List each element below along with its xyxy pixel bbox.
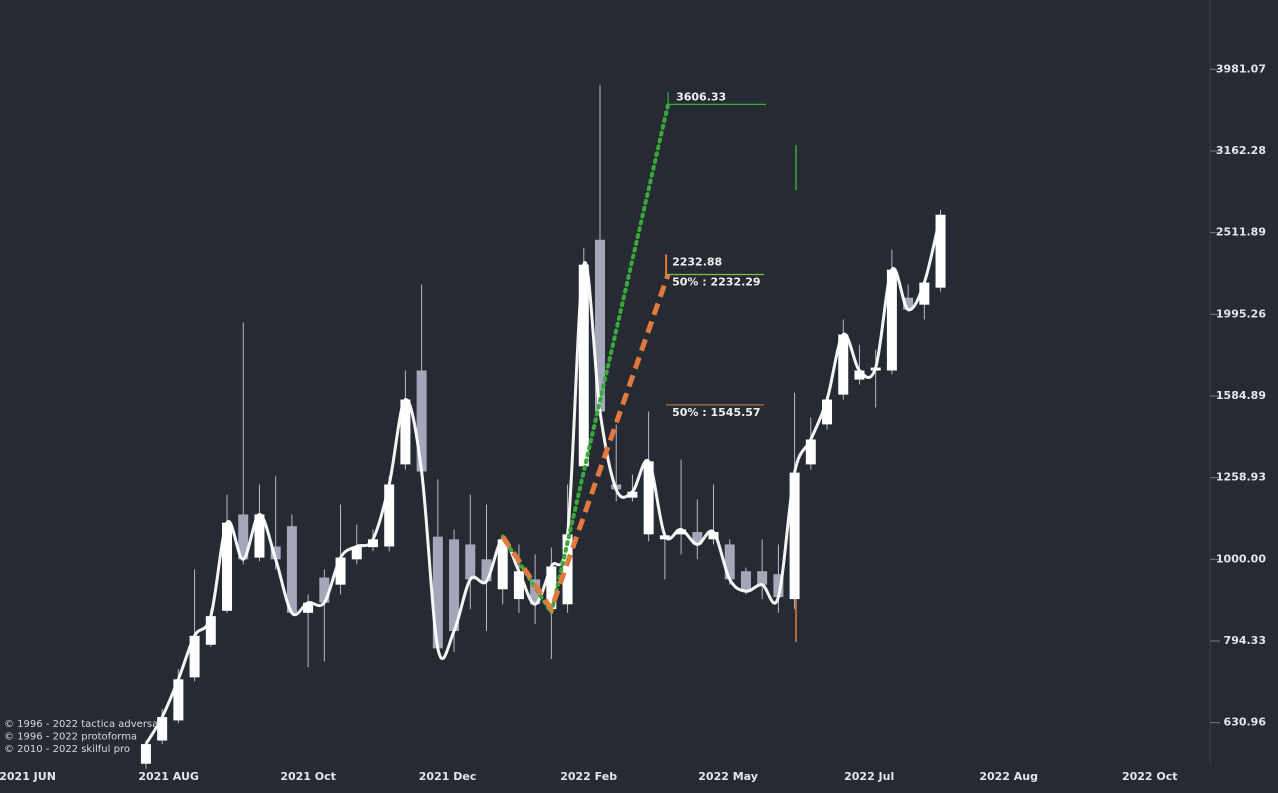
x-tick-label: 2022 May [698,770,758,783]
candle-body [286,526,297,613]
candle-body [643,461,654,535]
candle-body [335,557,346,585]
candle-body [319,577,330,603]
candle-body [140,744,151,764]
candle-body [303,602,314,613]
y-tick-label: 1995.26 [1216,307,1266,320]
candle-body [692,532,703,545]
x-tick-label: 2021 Dec [419,770,477,783]
candle-body [854,370,865,380]
candle-body [270,546,281,560]
x-tick-label: 2022 Aug [979,770,1038,783]
candle-body [530,579,541,605]
candle-body [351,546,362,560]
y-tick-label: 1584.89 [1216,389,1266,402]
copyright-note: © 2010 - 2022 skilful pro [4,744,130,755]
candle-body [708,532,719,540]
candle-body [173,679,184,721]
candle-body [546,566,557,610]
y-tick-label: 3981.07 [1216,62,1266,75]
candle-body [805,439,816,465]
candle-body [384,484,395,547]
candle-body [416,370,427,472]
candle-body [562,534,573,605]
candle-body [676,529,687,535]
candle-body [254,514,265,558]
x-tick-label: 2021 AUG [138,770,199,783]
y-tick-label: 794.33 [1224,634,1266,647]
candle-body [886,269,897,371]
candle-body [757,571,768,585]
x-tick-label: 2022 Jul [844,770,894,783]
x-tick-label: 2022 Oct [1122,770,1178,783]
candle-body [400,399,411,465]
candle-body [903,297,914,310]
y-tick-label: 1000.00 [1216,552,1266,565]
level-value: 3606.33 [676,90,726,103]
candle-body [205,616,216,645]
candle-body [935,214,946,288]
close-line [144,214,942,745]
y-tick-label: 2511.89 [1216,226,1266,239]
projection [500,273,671,615]
x-tick-label: 2022 Feb [560,770,617,783]
candle-body [481,559,492,582]
candle-body [919,282,930,305]
y-tick-label: 1258.93 [1216,471,1266,484]
level-value: 2232.88 [672,255,722,268]
candle-body [465,544,476,580]
candle-body [773,574,784,598]
candle-body [595,239,605,412]
candle-body [724,544,735,580]
candle-body [627,491,638,498]
candle-body [822,399,833,425]
copyright-note: © 1996 - 2022 protoforma [4,732,137,743]
candle-body [789,472,800,600]
copyright-note: © 1996 - 2022 tactica adversa [4,719,158,730]
x-tick-label: 2021 JUN [0,770,56,783]
candle-body [222,522,233,611]
candle-body [157,717,168,741]
candle-body [449,539,460,632]
candle-body [432,536,443,649]
candle-body [740,571,751,592]
y-tick-label: 3162.28 [1216,144,1266,157]
candle-body [189,635,200,678]
level-label: 50% : 2232.29 [672,276,761,289]
candle-body [367,539,378,548]
candle-body [578,264,589,467]
candle-body [238,514,249,560]
level-label: 50% : 1545.57 [672,406,761,419]
x-tick-label: 2021 Oct [280,770,336,783]
y-tick-label: 630.96 [1224,716,1267,729]
candle-body [838,334,849,395]
candle-body [513,571,524,600]
candle-body [497,539,508,590]
